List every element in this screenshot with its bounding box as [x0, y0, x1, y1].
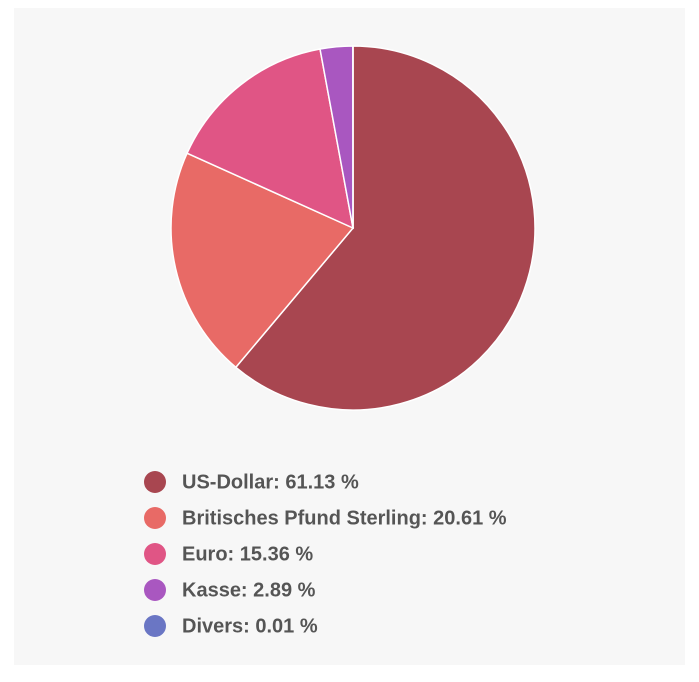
legend-marker	[144, 471, 166, 493]
pie-slice	[234, 45, 536, 411]
pie-slice	[170, 152, 355, 369]
legend-marker	[144, 543, 166, 565]
legend-label: US-Dollar: 61.13 %	[182, 471, 359, 493]
pie-slice	[186, 48, 354, 230]
legend-label: Britisches Pfund Sterling: 20.61 %	[182, 507, 507, 529]
legend-label: Divers: 0.01 %	[182, 615, 318, 637]
legend-label: Euro: 15.36 %	[182, 543, 313, 565]
legend-marker	[144, 615, 166, 637]
legend-label: Kasse: 2.89 %	[182, 579, 316, 601]
legend-marker	[144, 579, 166, 601]
legend-marker	[144, 507, 166, 529]
